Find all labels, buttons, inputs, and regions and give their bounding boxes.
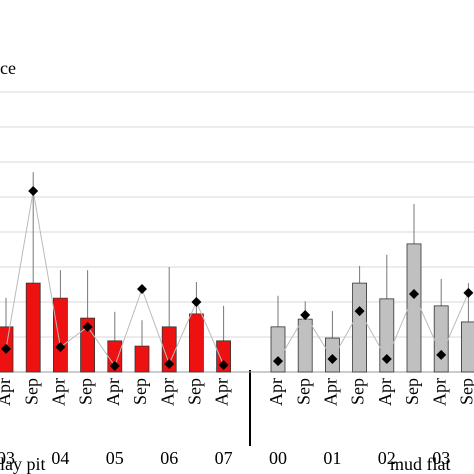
- year-label: 00: [269, 448, 287, 468]
- marker: [218, 360, 229, 370]
- year-label: 03: [0, 448, 15, 468]
- marker: [300, 309, 311, 320]
- x-tick-label: Sep: [457, 378, 474, 405]
- bar: [352, 282, 368, 373]
- legend-label: ce: [0, 58, 16, 78]
- year-label: 02: [378, 448, 396, 468]
- bar: [161, 326, 177, 373]
- marker: [381, 354, 392, 365]
- year-label: 03: [432, 448, 450, 468]
- x-tick-label: Sep: [293, 378, 313, 405]
- marker: [327, 354, 338, 365]
- bar: [134, 345, 150, 373]
- x-tick-label: Sep: [185, 378, 205, 405]
- x-tick-label: Apr: [321, 378, 341, 406]
- year-label: 01: [323, 448, 341, 468]
- year-label: 05: [106, 448, 124, 468]
- x-tick-label: Sep: [348, 378, 368, 405]
- group-label: lay pit: [0, 454, 46, 474]
- bar: [188, 313, 204, 373]
- marker: [55, 342, 66, 353]
- bar: [25, 282, 41, 373]
- x-tick-label: Apr: [266, 378, 286, 406]
- bar: [433, 305, 449, 373]
- marker: [354, 306, 365, 317]
- x-tick-label: Apr: [0, 378, 14, 406]
- marker: [191, 297, 202, 307]
- x-tick-label: Sep: [130, 378, 150, 405]
- marker: [109, 361, 120, 372]
- x-tick-label: Apr: [103, 378, 123, 406]
- x-tick-label: Sep: [402, 378, 422, 405]
- x-tick-label: Sep: [76, 378, 96, 405]
- year-label: 07: [215, 448, 233, 468]
- marker: [82, 321, 93, 332]
- x-tick-label: Apr: [157, 378, 177, 406]
- marker: [28, 186, 39, 197]
- bar: [297, 318, 313, 373]
- bar: [406, 243, 422, 373]
- marker: [1, 343, 11, 354]
- x-tick-label: Apr: [375, 378, 395, 406]
- group-label: mud flat: [390, 454, 451, 474]
- marker: [273, 356, 283, 367]
- x-tick-label: Sep: [21, 378, 41, 405]
- year-label: 06: [160, 448, 178, 468]
- x-tick-label: Apr: [429, 378, 449, 406]
- marker-line: [277, 292, 469, 362]
- marker: [463, 287, 474, 298]
- marker: [436, 349, 447, 360]
- x-tick-label: Apr: [212, 378, 232, 406]
- bar: [53, 297, 68, 373]
- marker: [164, 358, 175, 369]
- x-tick-label: Apr: [49, 378, 69, 406]
- marker: [409, 288, 419, 299]
- year-label: 04: [51, 448, 69, 468]
- bar: [460, 321, 474, 373]
- marker: [137, 284, 147, 295]
